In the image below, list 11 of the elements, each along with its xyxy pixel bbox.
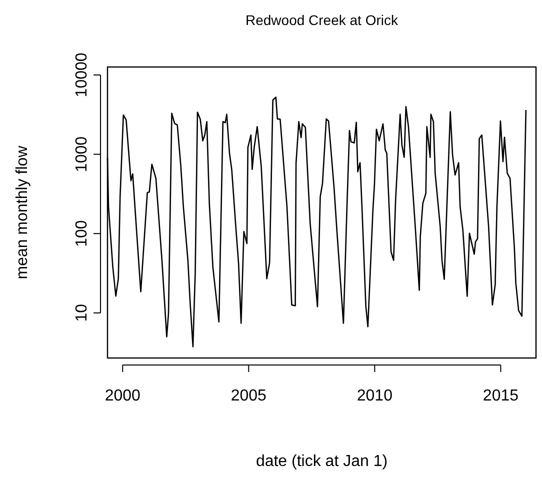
y-tick-label: 1000 (74, 136, 90, 172)
x-axis-title: date (tick at Jan 1) (256, 453, 388, 470)
y-tick-label: 10000 (74, 52, 90, 98)
x-tick-label: 2010 (356, 387, 393, 404)
y-tick-label: 10 (74, 304, 90, 322)
y-axis-title: mean monthly flow (14, 145, 31, 280)
x-tick-label: 2000 (104, 387, 141, 404)
x-tick-label: 2015 (482, 387, 519, 404)
x-tick-label: 2005 (230, 387, 267, 404)
chart-title: Redwood Creek at Orick (245, 12, 399, 28)
y-tick-label: 100 (74, 220, 90, 247)
